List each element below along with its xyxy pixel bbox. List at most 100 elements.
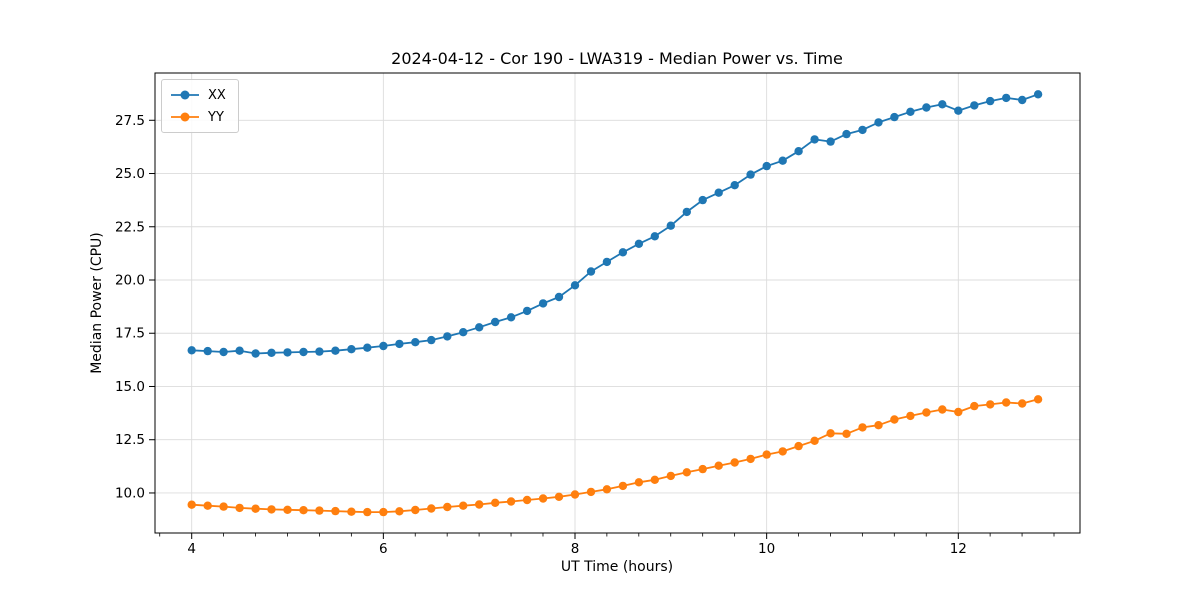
data-point-yy bbox=[411, 505, 420, 515]
x-tick-label: 12 bbox=[950, 541, 967, 557]
data-point-yy bbox=[842, 429, 851, 438]
data-point-yy bbox=[794, 441, 803, 451]
data-point-xx bbox=[299, 347, 308, 357]
data-point-yy bbox=[427, 504, 436, 513]
data-point-yy bbox=[874, 421, 883, 430]
data-point-xx bbox=[650, 232, 659, 241]
data-point-yy bbox=[634, 478, 644, 487]
data-point-xx bbox=[363, 343, 372, 352]
data-point-yy bbox=[491, 498, 500, 507]
legend-item-yy: YY bbox=[170, 106, 226, 128]
data-point-yy bbox=[331, 506, 340, 516]
x-tick-label: 4 bbox=[187, 541, 196, 557]
data-point-yy bbox=[1018, 399, 1027, 408]
data-point-xx bbox=[698, 195, 707, 205]
data-point-xx bbox=[538, 299, 548, 308]
data-point-xx bbox=[203, 346, 212, 356]
data-point-xx bbox=[890, 112, 899, 122]
x-tick-label: 6 bbox=[379, 541, 388, 557]
data-point-xx bbox=[475, 323, 484, 332]
data-point-xx bbox=[618, 248, 628, 257]
data-point-xx bbox=[315, 347, 324, 356]
data-point-xx bbox=[570, 281, 580, 290]
data-point-xx bbox=[762, 161, 771, 171]
data-point-yy bbox=[267, 505, 276, 514]
data-point-xx bbox=[411, 338, 420, 347]
data-point-yy bbox=[650, 475, 659, 484]
data-point-xx bbox=[730, 181, 739, 190]
y-tick-label: 20.0 bbox=[115, 273, 145, 289]
data-point-yy bbox=[586, 487, 596, 497]
data-point-xx bbox=[938, 100, 947, 109]
data-point-xx bbox=[395, 339, 404, 349]
series-line-xx bbox=[190, 93, 1039, 355]
data-point-yy bbox=[203, 501, 212, 510]
data-point-yy bbox=[187, 500, 196, 509]
data-point-yy bbox=[347, 507, 356, 516]
data-point-yy bbox=[251, 504, 260, 513]
data-point-yy bbox=[762, 450, 771, 459]
y-tick-label: 22.5 bbox=[115, 219, 145, 235]
legend-label-xx: XX bbox=[208, 87, 226, 103]
data-point-xx bbox=[746, 170, 755, 179]
legend-item-xx: XX bbox=[170, 84, 226, 106]
data-point-xx bbox=[970, 101, 979, 110]
chart-title: 2024-04-12 - Cor 190 - LWA319 - Median P… bbox=[391, 49, 843, 68]
x-tick-label: 8 bbox=[571, 541, 580, 557]
y-axis-label: Median Power (CPU) bbox=[89, 232, 105, 374]
data-point-xx bbox=[235, 346, 244, 355]
data-point-xx bbox=[522, 306, 532, 316]
data-point-xx bbox=[826, 137, 835, 146]
y-tick-label: 17.5 bbox=[115, 326, 145, 342]
data-point-yy bbox=[219, 502, 228, 511]
data-point-xx bbox=[554, 292, 564, 302]
data-point-xx bbox=[586, 267, 596, 276]
data-point-xx bbox=[1018, 95, 1027, 105]
data-point-xx bbox=[187, 346, 196, 355]
y-tick-label: 25.0 bbox=[115, 166, 145, 182]
data-point-xx bbox=[267, 348, 276, 357]
data-point-yy bbox=[986, 400, 995, 409]
legend: XX YY bbox=[161, 79, 239, 133]
data-point-yy bbox=[602, 485, 612, 494]
data-point-xx bbox=[634, 239, 644, 248]
data-point-yy bbox=[235, 503, 244, 513]
y-tick-label: 12.5 bbox=[115, 432, 145, 448]
data-point-xx bbox=[778, 156, 787, 165]
data-point-yy bbox=[682, 468, 691, 477]
x-axis-label: UT Time (hours) bbox=[560, 559, 674, 575]
data-point-xx bbox=[810, 135, 819, 144]
data-point-yy bbox=[714, 461, 723, 470]
data-point-yy bbox=[538, 494, 548, 503]
data-point-xx bbox=[379, 341, 388, 351]
data-point-yy bbox=[730, 458, 739, 467]
plot-border bbox=[154, 72, 1081, 534]
y-tick-label: 27.5 bbox=[115, 113, 145, 129]
data-point-xx bbox=[874, 118, 883, 127]
data-point-xx bbox=[347, 345, 356, 354]
data-point-xx bbox=[858, 125, 867, 135]
x-tick-label: 10 bbox=[758, 541, 775, 557]
y-tick-label: 15.0 bbox=[115, 379, 145, 395]
legend-line-marker-icon bbox=[171, 112, 199, 122]
data-point-xx bbox=[954, 106, 963, 115]
data-point-xx bbox=[491, 317, 500, 327]
data-point-yy bbox=[443, 502, 452, 512]
data-point-xx bbox=[922, 103, 931, 112]
data-point-xx bbox=[219, 347, 228, 357]
data-point-yy bbox=[922, 408, 931, 417]
data-point-xx bbox=[443, 332, 452, 341]
data-point-yy bbox=[299, 506, 308, 515]
data-point-yy bbox=[283, 505, 292, 514]
data-point-yy bbox=[475, 500, 484, 509]
data-point-xx bbox=[459, 328, 468, 337]
data-point-yy bbox=[363, 507, 372, 517]
data-point-xx bbox=[682, 207, 691, 217]
data-point-xx bbox=[986, 96, 995, 106]
data-point-yy bbox=[746, 454, 755, 464]
data-point-xx bbox=[1033, 90, 1043, 99]
data-point-yy bbox=[315, 506, 324, 515]
data-point-xx bbox=[251, 349, 260, 358]
data-point-yy bbox=[698, 464, 707, 474]
